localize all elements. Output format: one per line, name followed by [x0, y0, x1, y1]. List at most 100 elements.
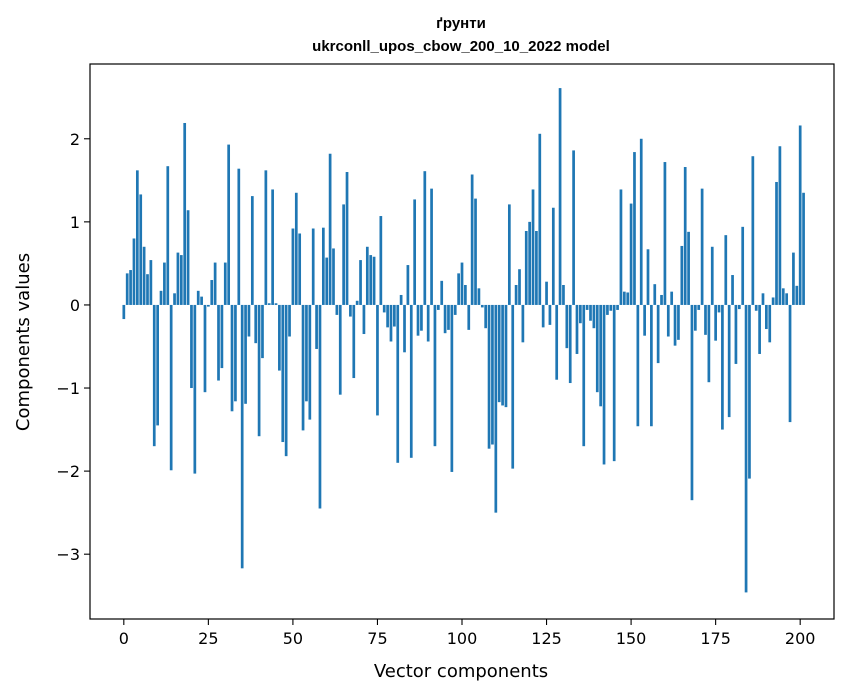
bar-83 — [403, 304, 406, 353]
bar-181 — [734, 304, 738, 364]
bar-183 — [741, 226, 745, 305]
bar-135 — [579, 304, 582, 324]
bar-88 — [420, 304, 423, 331]
bar-57 — [315, 304, 318, 349]
bar-71 — [362, 304, 366, 335]
x-tick-label: 75 — [367, 629, 387, 648]
bar-3 — [132, 238, 136, 305]
bar-62 — [332, 248, 335, 305]
bar-1 — [125, 273, 129, 305]
bar-13 — [166, 166, 170, 305]
bar-86 — [413, 199, 417, 305]
bar-175 — [714, 304, 717, 341]
bar-108 — [487, 304, 491, 449]
x-axis-label: Vector components — [374, 661, 548, 682]
bar-84 — [406, 265, 410, 305]
chart-title: ґрунти — [436, 15, 486, 32]
bar-15 — [173, 293, 176, 305]
bar-141 — [599, 304, 603, 407]
bar-173 — [707, 304, 711, 383]
bar-97 — [450, 304, 454, 472]
bar-93 — [436, 304, 440, 310]
bar-148 — [622, 291, 626, 305]
bar-25 — [207, 304, 210, 307]
bar-79 — [389, 304, 393, 342]
bar-17 — [179, 255, 183, 305]
bar-94 — [440, 280, 444, 305]
y-axis-ticks: −3 −2 −1 0 1 2 — [56, 130, 90, 564]
x-tick-label: 50 — [283, 629, 303, 648]
bar-119 — [524, 231, 528, 305]
bar-201 — [802, 192, 805, 305]
bar-69 — [355, 300, 359, 305]
bar-81 — [396, 304, 400, 463]
bar-125 — [545, 281, 548, 305]
bar-180 — [731, 275, 734, 305]
bar-11 — [159, 290, 163, 305]
bar-170 — [697, 304, 701, 310]
bar-64 — [338, 304, 342, 395]
bar-131 — [565, 304, 569, 349]
bar-43 — [267, 303, 271, 305]
bar-6 — [142, 246, 146, 305]
bar-60 — [325, 257, 329, 305]
bar-series — [122, 88, 805, 593]
bar-118 — [521, 304, 525, 343]
bar-126 — [548, 304, 552, 325]
bar-192 — [771, 297, 775, 305]
bar-122 — [535, 231, 538, 305]
bar-172 — [704, 304, 707, 335]
bar-55 — [308, 304, 312, 420]
bar-153 — [639, 138, 643, 305]
bar-105 — [477, 288, 481, 305]
bar-151 — [633, 152, 636, 305]
bar-110 — [494, 304, 498, 513]
x-tick-label: 125 — [531, 629, 562, 648]
bar-44 — [271, 189, 274, 305]
bar-112 — [501, 304, 504, 406]
bar-159 — [660, 294, 663, 305]
bar-95 — [443, 304, 447, 334]
bar-31 — [227, 144, 231, 305]
bar-193 — [775, 181, 778, 305]
bar-109 — [491, 304, 494, 445]
bar-102 — [467, 304, 471, 330]
bar-53 — [301, 304, 305, 431]
bar-117 — [518, 269, 521, 305]
bar-140 — [595, 304, 599, 393]
chart-subtitle: ukrconll_upos_cbow_200_10_2022 model — [312, 38, 610, 55]
bar-113 — [504, 304, 508, 408]
bar-104 — [474, 198, 477, 305]
bar-89 — [423, 171, 427, 305]
bar-165 — [680, 245, 684, 305]
y-tick-label: −1 — [56, 379, 80, 398]
bar-177 — [721, 304, 724, 430]
bar-145 — [612, 304, 616, 462]
bar-182 — [737, 304, 741, 310]
bar-190 — [765, 304, 768, 330]
bar-35 — [240, 304, 244, 569]
bar-195 — [781, 288, 785, 305]
bar-146 — [616, 304, 619, 310]
bar-46 — [278, 304, 281, 371]
y-tick-label: −2 — [56, 462, 80, 481]
bar-77 — [382, 304, 386, 313]
bar-196 — [785, 293, 789, 305]
bar-7 — [146, 274, 149, 305]
bar-21 — [193, 304, 197, 474]
bar-163 — [673, 304, 677, 346]
bar-48 — [284, 304, 288, 457]
bar-168 — [690, 304, 694, 501]
bar-80 — [393, 304, 396, 327]
bar-16 — [176, 252, 180, 305]
bar-20 — [190, 304, 193, 389]
bar-24 — [203, 304, 207, 393]
bar-171 — [700, 188, 704, 305]
x-tick-label: 175 — [700, 629, 731, 648]
bar-85 — [409, 304, 413, 458]
bar-40 — [257, 304, 261, 437]
bar-189 — [761, 293, 765, 305]
bar-29 — [220, 304, 224, 369]
x-tick-label: 25 — [198, 629, 218, 648]
bar-72 — [365, 246, 369, 305]
